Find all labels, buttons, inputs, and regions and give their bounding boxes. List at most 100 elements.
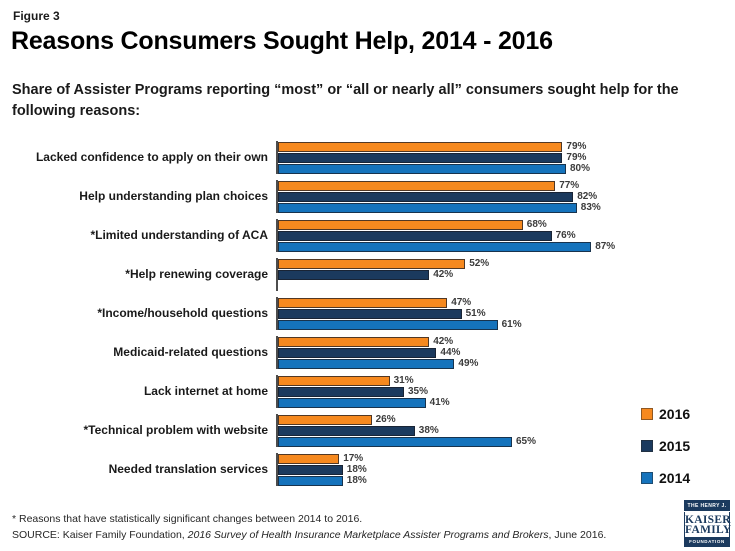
- bar-2015: [278, 308, 462, 319]
- bar-value-label: 26%: [375, 414, 396, 425]
- bar-2015: [278, 425, 415, 436]
- bar-value-label: 65%: [516, 436, 537, 447]
- legend-item-2014: 2014: [641, 470, 690, 486]
- bar-value-label: 61%: [501, 319, 522, 330]
- bar-slot-2016: 17%: [278, 453, 733, 464]
- bar-value-label: 49%: [458, 358, 479, 369]
- bar-group: Lacked confidence to apply on their own 7…: [0, 138, 735, 177]
- bar-2016: [278, 141, 563, 152]
- bar-slot-2016: 42%: [278, 336, 733, 347]
- footer: * Reasons that have statistically signif…: [12, 512, 680, 544]
- bar-slot-2014: 87%: [278, 241, 733, 252]
- bar-slot-2016: 52%: [278, 258, 733, 269]
- bar-value-label: 38%: [418, 425, 439, 436]
- bars-cell: 47% 51% 61%: [276, 297, 733, 330]
- bar-value-label: 17%: [343, 453, 364, 464]
- category-label: Medicaid-related questions: [113, 344, 268, 359]
- bar-2014: [278, 202, 577, 213]
- category-label: Lack internet at home: [143, 383, 268, 398]
- bar-slot-2016: 47%: [278, 297, 733, 308]
- bar-2015: [278, 230, 552, 241]
- bar-slot-2016: 26%: [278, 414, 733, 425]
- page-title: Reasons Consumers Sought Help, 2014 - 20…: [11, 27, 553, 55]
- bar-2015: [278, 386, 404, 397]
- bar-value-label: 47%: [451, 297, 472, 308]
- bar-slot-2016: 79%: [278, 141, 733, 152]
- bar-2016: [278, 297, 448, 308]
- bar-group: Needed translation services 17% 18% 18%: [0, 450, 735, 489]
- bar-2014: [278, 319, 498, 330]
- bar-slot-2015: 51%: [278, 308, 733, 319]
- bar-value-label: 52%: [469, 258, 490, 269]
- bar-slot-2015: 82%: [278, 191, 733, 202]
- bar-2016: [278, 336, 430, 347]
- bar-2015: [278, 347, 437, 358]
- bar-group: *Income/household questions 47% 51% 61%: [0, 294, 735, 333]
- bars-cell: 52% 42%: [276, 258, 733, 291]
- bar-slot-2014: 18%: [278, 475, 733, 486]
- category-label: Lacked confidence to apply on their own: [35, 149, 268, 164]
- bar-value-label: 31%: [393, 375, 414, 386]
- bar-value-label: 79%: [566, 141, 587, 152]
- bar-2014: [278, 241, 592, 252]
- bar-2014: [278, 436, 512, 447]
- bar-slot-2015: 76%: [278, 230, 733, 241]
- source-suffix: , June 2016.: [548, 528, 607, 541]
- bar-2016: [278, 375, 390, 386]
- bars-cell: 17% 18% 18%: [276, 453, 733, 486]
- bar-slot-2014: 83%: [278, 202, 733, 213]
- bar-slot-2015: 44%: [278, 347, 733, 358]
- bars-cell: 26% 38% 65%: [276, 414, 733, 447]
- bar-group: *Help renewing coverage 52% 42%: [0, 255, 735, 294]
- bar-value-label: 76%: [555, 230, 576, 241]
- source-line: SOURCE: Kaiser Family Foundation, 2016 S…: [12, 528, 680, 544]
- footnote: * Reasons that have statistically signif…: [12, 513, 363, 525]
- bar-value-label: 44%: [440, 347, 461, 358]
- bars-cell: 68% 76% 87%: [276, 219, 733, 252]
- bar-slot-2015: 18%: [278, 464, 733, 475]
- bars-cell: 77% 82% 83%: [276, 180, 733, 213]
- bar-slot-2014: 49%: [278, 358, 733, 369]
- bar-slot-2015: 42%: [278, 269, 733, 280]
- bar-value-label: 87%: [595, 241, 616, 252]
- bar-slot-2016: 31%: [278, 375, 733, 386]
- bar-group: Help understanding plan choices 77% 82% 83%: [0, 177, 735, 216]
- bar-2016: [278, 219, 523, 230]
- source-title: 2016 Survey of Health Insurance Marketpl…: [187, 528, 549, 541]
- legend-label: 2016: [659, 406, 691, 422]
- kff-logo-name: KAISER FAMILY: [685, 512, 732, 537]
- bar-value-label: 68%: [526, 219, 547, 230]
- kff-logo: THE HENRY J. KAISER FAMILY FOUNDATION: [684, 500, 732, 547]
- bar-value-label: 82%: [577, 191, 598, 202]
- bar-2014: [278, 358, 455, 369]
- source-prefix: SOURCE: Kaiser Family Foundation,: [12, 528, 188, 541]
- bar-group: *Technical problem with website 26% 38% 65%: [0, 411, 735, 450]
- bar-2016: [278, 453, 340, 464]
- category-label: Help understanding plan choices: [79, 188, 268, 203]
- category-label: *Income/household questions: [97, 305, 268, 320]
- legend-swatch-icon: [641, 472, 653, 484]
- legend-label: 2015: [659, 438, 691, 454]
- bar-slot-2016: 68%: [278, 219, 733, 230]
- bar-value-label: 42%: [433, 269, 454, 280]
- legend-swatch-icon: [641, 408, 653, 420]
- bar-2015: [278, 464, 343, 475]
- bar-group: *Limited understanding of ACA 68% 76% 87%: [0, 216, 735, 255]
- kff-logo-bottom-text: FOUNDATION: [684, 537, 730, 547]
- bar-2015: [278, 191, 574, 202]
- bar-slot-2014: 61%: [278, 319, 733, 330]
- bar-value-label: 51%: [465, 308, 486, 319]
- bar-value-label: 77%: [559, 180, 580, 191]
- bar-2015: [278, 152, 563, 163]
- bars-cell: 79% 79% 80%: [276, 141, 733, 174]
- bar-slot-2014: [278, 280, 733, 291]
- chart: Lacked confidence to apply on their own 7…: [0, 138, 735, 489]
- bar-value-label: 35%: [408, 386, 429, 397]
- legend-item-2016: 2016: [641, 406, 690, 422]
- chart-subtitle: Share of Assister Programs reporting “mo…: [12, 82, 679, 120]
- bar-value-label: 41%: [429, 397, 450, 408]
- category-label: Needed translation services: [108, 461, 268, 476]
- bar-2016: [278, 414, 372, 425]
- bar-2015: [278, 269, 430, 280]
- category-label: *Technical problem with website: [83, 422, 268, 437]
